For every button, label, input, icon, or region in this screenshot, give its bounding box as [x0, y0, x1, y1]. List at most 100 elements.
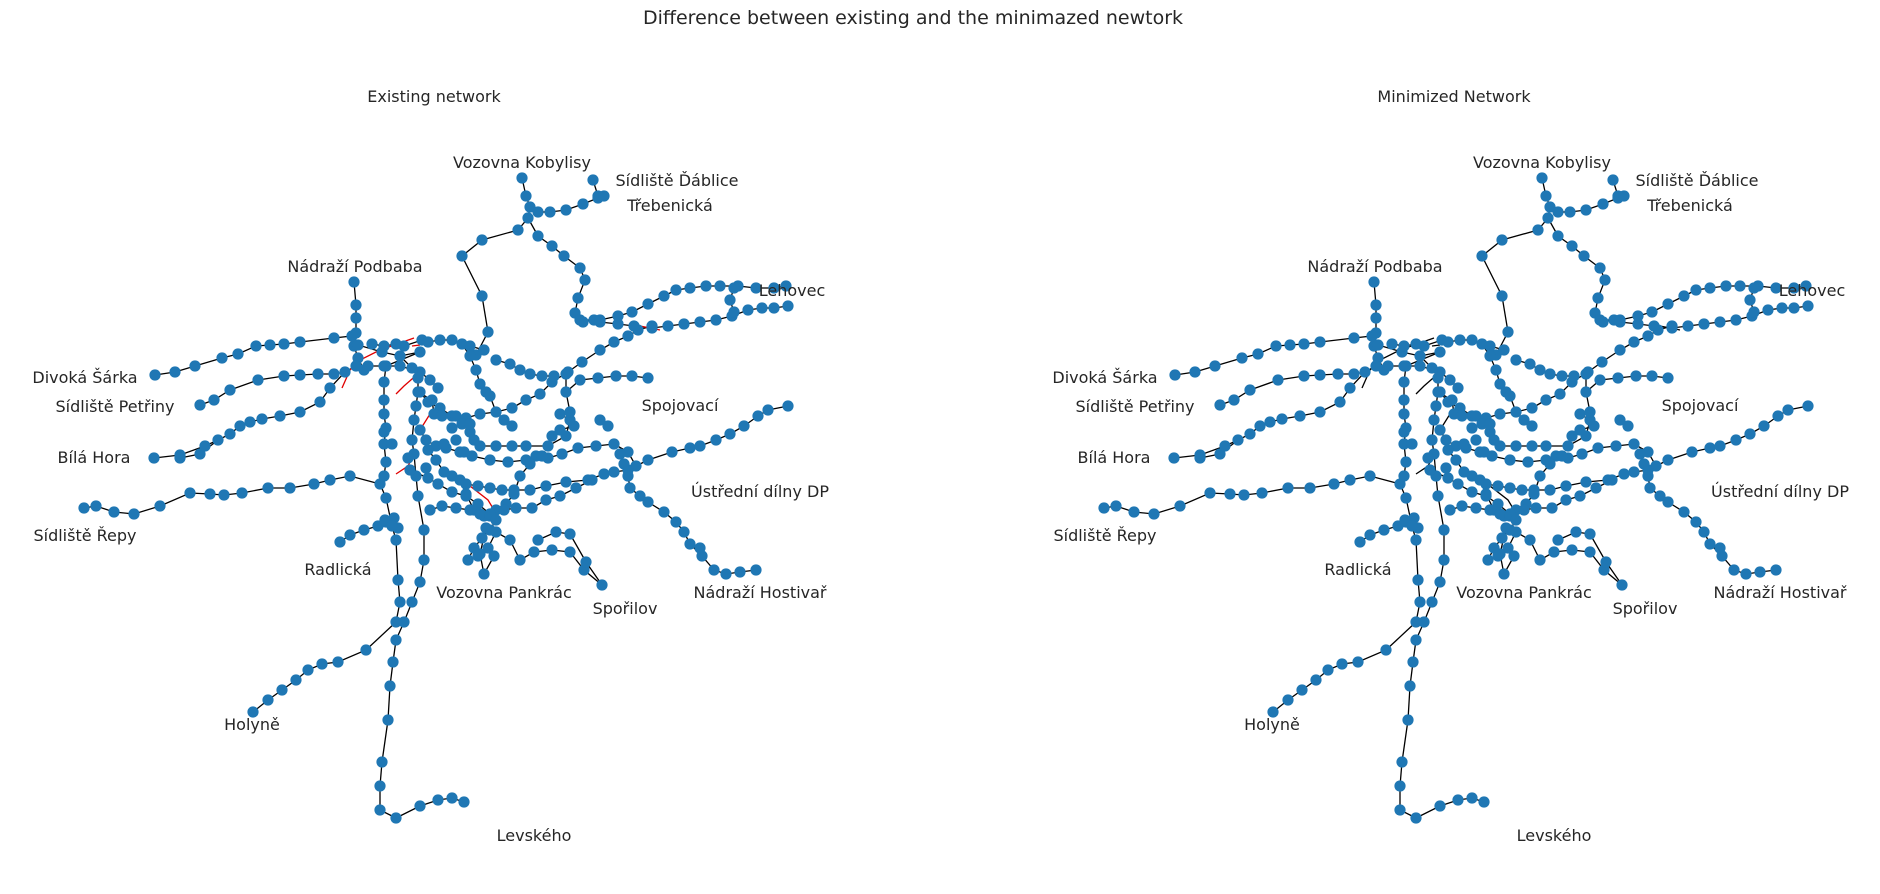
- station-node: [350, 299, 362, 311]
- station-node: [484, 482, 496, 494]
- station-label: Radlická: [304, 560, 371, 579]
- station-node: [1438, 524, 1450, 536]
- station-node: [1232, 434, 1244, 446]
- station-node: [526, 502, 538, 514]
- station-node: [1770, 564, 1782, 576]
- station-node: [612, 310, 624, 322]
- station-node: [1348, 332, 1360, 344]
- existing-network-graph: Vozovna Kobylisy Sídliště Ďáblice Třebenic…: [32, 153, 829, 845]
- station-node: [446, 792, 458, 804]
- station-label: Spojovací: [642, 396, 719, 415]
- station-node: [528, 546, 540, 558]
- station-node: [1444, 504, 1456, 516]
- station-node: [418, 554, 430, 566]
- station-node: [108, 506, 120, 518]
- station-node: [1502, 542, 1514, 554]
- station-node: [532, 230, 544, 242]
- station-node: [577, 198, 589, 210]
- station-node: [406, 596, 418, 608]
- station-node: [382, 714, 394, 726]
- station-node: [594, 414, 606, 426]
- station-node: [1632, 310, 1644, 322]
- station-node: [1256, 487, 1268, 499]
- station-node: [1270, 340, 1282, 352]
- station-node: [432, 794, 444, 806]
- station-node: [576, 356, 588, 368]
- station-node: [1494, 508, 1506, 520]
- panel-title-minimized: Minimized Network: [1377, 87, 1531, 106]
- station-node: [1254, 420, 1266, 432]
- station-node: [752, 410, 764, 422]
- station-node: [1128, 506, 1140, 518]
- station-node: [390, 812, 402, 824]
- station-node: [456, 418, 468, 430]
- station-node: [594, 344, 606, 356]
- station-node: [262, 694, 274, 706]
- station-node: [614, 448, 626, 460]
- station-node: [1754, 566, 1766, 578]
- station-node: [498, 414, 510, 426]
- station-node: [1534, 554, 1546, 566]
- station-node: [392, 574, 404, 586]
- station-label: Radlická: [1324, 560, 1391, 579]
- station-label: Spořilov: [1613, 599, 1678, 618]
- station-node: [1414, 360, 1426, 372]
- station-node: [1644, 482, 1656, 494]
- station-node: [344, 529, 356, 541]
- station-node: [572, 442, 584, 454]
- station-node: [1544, 484, 1556, 496]
- station-node: [199, 440, 211, 452]
- station-label: Sídliště Ďáblice: [1636, 171, 1759, 190]
- station-node: [422, 444, 434, 456]
- station-node: [1610, 440, 1622, 452]
- station-node: [482, 326, 494, 338]
- station-node: [560, 368, 572, 380]
- station-node: [1110, 500, 1122, 512]
- station-node: [546, 544, 558, 556]
- station-node: [1382, 360, 1394, 372]
- station-label: Vozovna Kobylisy: [1473, 153, 1611, 172]
- station-node: [1444, 374, 1456, 386]
- station-node: [1484, 340, 1496, 352]
- station-node: [1466, 334, 1478, 346]
- station-node: [420, 462, 432, 474]
- station-node: [1562, 440, 1574, 452]
- station-node: [1209, 360, 1221, 372]
- station-node: [278, 370, 290, 382]
- station-label: Třebenická: [626, 196, 713, 215]
- station-node: [1442, 472, 1454, 484]
- station-node: [1510, 514, 1522, 526]
- station-node: [1632, 318, 1644, 330]
- station-node: [1148, 508, 1160, 520]
- station-node: [1296, 684, 1308, 696]
- station-node: [432, 478, 444, 490]
- station-node: [506, 402, 518, 414]
- station-node: [474, 508, 486, 520]
- station-node: [1264, 416, 1276, 428]
- station-node: [264, 339, 276, 351]
- station-node: [1599, 274, 1611, 286]
- station-node: [464, 504, 476, 516]
- station-node: [464, 418, 476, 430]
- station-node: [1484, 350, 1496, 362]
- station-node: [1359, 366, 1371, 378]
- station-node: [1418, 616, 1430, 628]
- station-node: [1354, 536, 1366, 548]
- station-node: [504, 358, 516, 370]
- station-node: [1372, 339, 1384, 351]
- station-node: [1510, 526, 1522, 538]
- station-node: [1618, 468, 1630, 480]
- station-node: [1540, 394, 1552, 406]
- station-node: [496, 484, 508, 496]
- station-node: [598, 190, 610, 202]
- station-node: [1748, 306, 1760, 318]
- station-node: [1352, 656, 1364, 668]
- station-node: [1588, 420, 1600, 432]
- station-node: [1552, 534, 1564, 546]
- station-node: [236, 487, 248, 499]
- station-node: [1428, 414, 1440, 426]
- station-node: [218, 489, 230, 501]
- station-node: [362, 360, 374, 372]
- station-node: [1630, 370, 1642, 382]
- station-node: [1612, 372, 1624, 384]
